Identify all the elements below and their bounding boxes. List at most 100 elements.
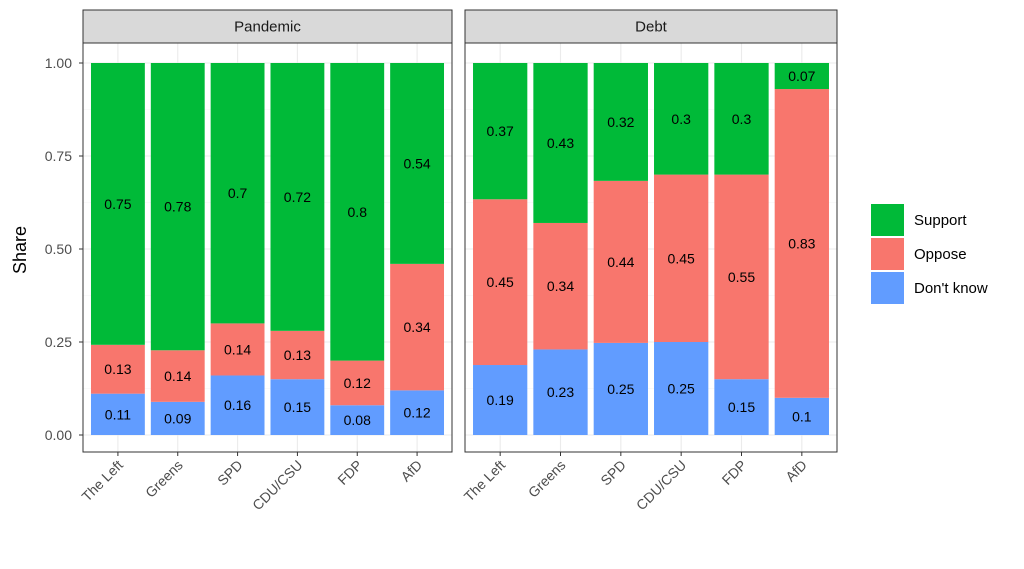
data-label: 0.3 <box>671 111 691 127</box>
data-label: 0.12 <box>344 375 371 391</box>
bar-segment <box>210 323 265 376</box>
data-label: 0.7 <box>228 185 248 201</box>
data-label: 0.11 <box>105 406 131 422</box>
legend-swatch <box>871 204 904 236</box>
y-tick-label: 0.50 <box>45 241 72 257</box>
legend-label: Support <box>914 212 967 229</box>
bar-segment <box>593 180 648 343</box>
legend-label: Don't know <box>914 280 988 297</box>
data-label: 0.16 <box>224 397 251 413</box>
bar-segment <box>150 63 205 351</box>
data-label: 0.15 <box>284 399 311 415</box>
x-tick-label: CDU/CSU <box>249 457 305 513</box>
bar-segment <box>533 349 588 435</box>
bar-segment <box>270 330 325 380</box>
bar-segment <box>390 390 445 435</box>
data-label: 0.72 <box>284 189 311 205</box>
x-tick-label: Greens <box>525 457 569 501</box>
data-label: 0.37 <box>487 123 514 139</box>
facet-title: Debt <box>635 19 668 36</box>
bar-segment <box>533 222 588 350</box>
bar-segment <box>533 63 588 223</box>
facet-panel-0: Pandemic 0.11 0.13 0.75 0.09 0.14 0.78 0.16 0.14… <box>78 9 453 513</box>
x-tick-label: AfD <box>782 457 810 485</box>
data-label: 0.25 <box>668 381 695 397</box>
data-label: 0.34 <box>547 278 574 294</box>
legend-swatch <box>871 238 904 270</box>
y-tick-label: 1.00 <box>45 55 72 71</box>
bar-segment <box>150 401 205 435</box>
data-label: 0.83 <box>788 235 815 251</box>
bar-segment <box>774 63 829 90</box>
data-label: 0.44 <box>607 254 634 270</box>
y-tick-label: 0.75 <box>45 148 72 164</box>
facet-panel-1: Debt 0.19 0.45 0.37 0.23 0.34 0.43 0.25 0.44 0.32… <box>461 9 838 513</box>
bar-segment <box>390 63 445 264</box>
panel-border <box>82 42 453 453</box>
bar-segment <box>774 397 829 435</box>
facet-title: Pandemic <box>234 19 301 36</box>
x-tick-label: FDP <box>719 457 750 488</box>
bar-segment <box>473 365 528 435</box>
bar-segment <box>330 360 385 406</box>
x-tick-label: Greens <box>142 457 186 501</box>
data-label: 0.45 <box>487 274 514 290</box>
data-label: 0.13 <box>104 361 131 377</box>
bar-segment <box>330 63 385 361</box>
y-tick-label: 0.25 <box>45 334 72 350</box>
y-axis-title: Share <box>10 226 30 274</box>
bar-segment <box>654 342 709 435</box>
bar-segment <box>270 63 325 331</box>
data-label: 0.15 <box>728 399 755 415</box>
legend-label: Oppose <box>914 246 967 263</box>
bar-segment <box>90 344 145 394</box>
data-label: 0.14 <box>224 341 251 357</box>
bar-segment <box>593 63 648 181</box>
x-tick-label: FDP <box>334 457 365 488</box>
data-label: 0.09 <box>164 410 191 426</box>
data-label: 0.3 <box>732 111 752 127</box>
legend-swatch <box>871 272 904 304</box>
data-label: 0.08 <box>344 412 371 428</box>
data-label: 0.23 <box>547 384 574 400</box>
data-label: 0.13 <box>284 347 311 363</box>
panel-border <box>464 42 838 453</box>
bar-segment <box>270 379 325 435</box>
y-tick-label: 0.00 <box>45 427 72 443</box>
bar-segment <box>473 199 528 366</box>
bar-segment <box>390 263 445 391</box>
facet-strip <box>464 9 838 44</box>
bar-segment <box>150 350 205 402</box>
bar-segment <box>714 379 769 435</box>
bar-segment <box>774 89 829 398</box>
data-label: 0.14 <box>164 368 191 384</box>
bar-segment <box>90 393 145 435</box>
data-label: 0.12 <box>403 405 430 421</box>
bar-segment <box>593 342 648 435</box>
bar-segment <box>714 63 769 175</box>
legend: Support Oppose Don't know <box>871 204 988 304</box>
data-label: 0.8 <box>348 204 368 220</box>
data-label: 0.07 <box>788 68 815 84</box>
data-label: 0.25 <box>607 381 634 397</box>
bar-segment <box>210 375 265 435</box>
data-label: 0.19 <box>487 392 514 408</box>
x-tick-label: AfD <box>397 457 425 485</box>
bar-segment <box>714 174 769 380</box>
x-tick-label: SPD <box>214 457 246 489</box>
x-tick-label: SPD <box>597 457 629 489</box>
bar-segment <box>90 63 145 345</box>
x-tick-label: The Left <box>78 457 126 505</box>
data-label: 0.1 <box>792 408 812 424</box>
bar-segment <box>473 63 528 200</box>
data-label: 0.54 <box>403 155 430 171</box>
data-label: 0.55 <box>728 269 755 285</box>
data-label: 0.78 <box>164 199 191 215</box>
bar-segment <box>654 63 709 175</box>
x-tick-label: CDU/CSU <box>633 457 689 513</box>
data-label: 0.32 <box>607 114 634 130</box>
bar-segment <box>654 174 709 342</box>
bar-segment <box>330 405 385 435</box>
data-label: 0.45 <box>668 250 695 266</box>
